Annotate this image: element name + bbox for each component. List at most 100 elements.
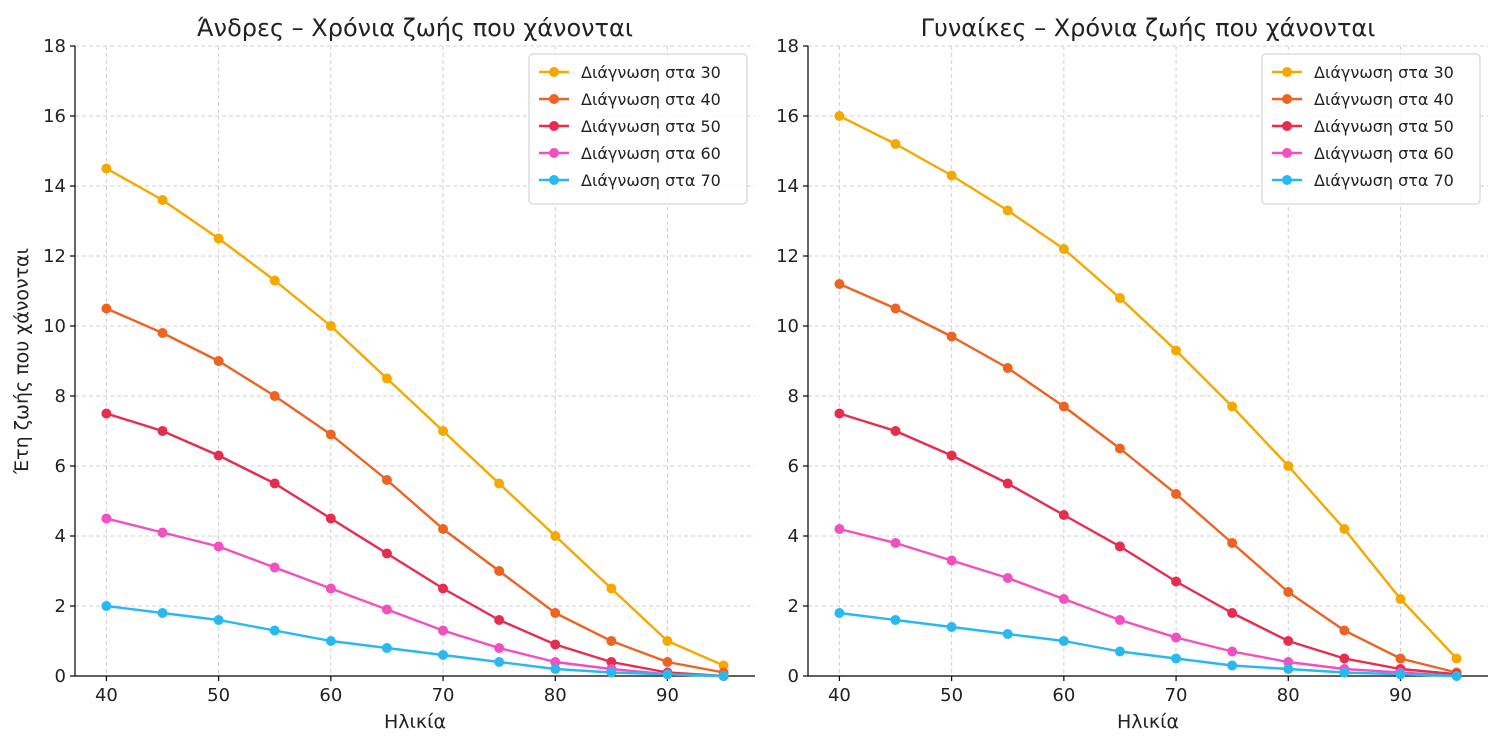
legend-entry-men-0: Διάγνωση στα 30 <box>539 63 721 82</box>
legend-label-women-2: Διάγνωση στα 50 <box>1314 117 1454 136</box>
legend-entry-women-3: Διάγνωση στα 60 <box>1272 144 1454 163</box>
legend-entry-women-4: Διάγνωση στα 70 <box>1272 171 1454 190</box>
data-point-men-4-85 <box>606 667 617 678</box>
y-tick-label-0: 0 <box>788 666 799 687</box>
series-line-women-3 <box>839 527 1457 678</box>
data-point-men-4-65 <box>381 643 392 653</box>
legend-label-women-4: Διάγνωση στα 70 <box>1314 171 1454 190</box>
data-point-men-1-50 <box>213 356 224 366</box>
legend-entry-men-1: Διάγνωση στα 40 <box>539 90 721 109</box>
data-point-women-4-80 <box>1283 664 1294 674</box>
x-tick-label-60: 60 <box>1052 685 1075 706</box>
data-point-men-0-45 <box>157 195 168 205</box>
y-tick-label-12: 12 <box>776 246 799 267</box>
x-axis-label-men: Ηλικία <box>384 711 446 733</box>
series-men-3 <box>101 513 729 681</box>
data-point-men-1-90 <box>662 657 673 667</box>
data-point-men-0-75 <box>494 478 505 489</box>
data-point-men-4-80 <box>550 664 561 674</box>
legend-swatch-marker-women-4 <box>1282 175 1292 185</box>
data-point-women-1-70 <box>1171 489 1182 499</box>
data-point-women-4-40 <box>834 608 845 618</box>
data-point-men-2-80 <box>550 639 561 650</box>
data-point-women-0-95 <box>1451 653 1462 664</box>
legend-swatch-marker-women-0 <box>1282 67 1292 77</box>
legend-entry-women-2: Διάγνωση στα 50 <box>1272 117 1454 136</box>
data-point-men-4-60 <box>325 636 336 646</box>
series-line-men-2 <box>106 412 724 678</box>
legend-swatch-marker-men-4 <box>549 175 559 185</box>
data-point-women-2-75 <box>1227 608 1238 618</box>
data-point-men-3-55 <box>269 562 280 573</box>
data-point-women-0-75 <box>1227 401 1238 412</box>
legend-swatch-marker-men-1 <box>549 94 559 104</box>
y-tick-label-10: 10 <box>43 316 66 337</box>
data-point-men-4-45 <box>157 608 168 618</box>
legend-women: Διάγνωση στα 30 Διάγνωση στα 40 Διάγνωση σ… <box>1261 53 1481 205</box>
data-point-women-0-70 <box>1171 345 1182 356</box>
data-point-women-4-45 <box>890 615 901 625</box>
x-axis-label-women: Ηλικία <box>1117 711 1179 733</box>
y-axis-label-men: Έτη ζωής που χάνονται <box>11 248 33 475</box>
data-point-men-0-40 <box>101 163 112 174</box>
data-point-women-1-75 <box>1227 538 1238 548</box>
series-line-women-1 <box>838 282 1457 674</box>
legend-swatch-marker-men-0 <box>549 67 559 77</box>
chart-title-men: Άνδρες – Χρόνια ζωής που χάνονται <box>197 14 633 42</box>
data-point-men-1-80 <box>550 608 561 618</box>
y-tick-label-4: 4 <box>55 526 66 547</box>
y-tick-label-2: 2 <box>55 596 66 617</box>
data-point-women-0-85 <box>1339 524 1350 534</box>
data-point-men-0-80 <box>550 531 561 541</box>
y-tick-label-8: 8 <box>788 386 799 407</box>
legend-entry-women-1: Διάγνωση στα 40 <box>1272 90 1454 109</box>
data-point-women-3-75 <box>1227 646 1238 657</box>
legend-entry-men-2: Διάγνωση στα 50 <box>539 117 721 136</box>
chart-panel-men: 40 50 60 70 80 90 0 2 4 6 8 10 12 14 16 18 Άνδρες – Χρόν… <box>11 14 755 733</box>
data-point-men-1-75 <box>494 566 505 576</box>
data-point-women-0-40 <box>834 111 845 121</box>
series-line-women-2 <box>839 412 1457 676</box>
data-point-women-2-85 <box>1339 653 1350 664</box>
series-women-2 <box>834 408 1462 680</box>
data-point-men-4-75 <box>494 657 505 667</box>
x-tick-label-40: 40 <box>95 685 118 706</box>
legend-label-men-4: Διάγνωση στα 70 <box>581 171 721 190</box>
legend-entry-women-0: Διάγνωση στα 30 <box>1272 63 1454 82</box>
data-point-women-2-50 <box>946 450 957 461</box>
data-point-men-0-65 <box>381 373 392 384</box>
series-line-men-4 <box>106 604 724 678</box>
x-tick-label-60: 60 <box>319 685 342 706</box>
data-point-men-1-70 <box>438 524 449 534</box>
data-point-women-1-65 <box>1114 443 1125 454</box>
data-point-women-0-55 <box>1002 205 1013 216</box>
data-point-men-1-45 <box>157 328 168 338</box>
y-tick-label-6: 6 <box>55 456 66 477</box>
data-point-men-2-60 <box>325 513 336 524</box>
data-point-men-2-50 <box>213 450 224 461</box>
data-point-women-3-50 <box>946 555 957 566</box>
data-point-men-3-75 <box>494 643 505 653</box>
data-point-women-2-60 <box>1058 510 1069 520</box>
data-point-women-4-65 <box>1114 646 1125 657</box>
data-point-men-1-40 <box>101 303 112 314</box>
y-tick-label-14: 14 <box>43 176 66 197</box>
y-tick-label-16: 16 <box>43 106 66 127</box>
gridlines <box>808 45 1488 677</box>
series-men-2 <box>101 408 729 681</box>
data-point-women-2-65 <box>1114 541 1125 552</box>
data-point-women-3-70 <box>1171 632 1182 643</box>
legend-label-men-1: Διάγνωση στα 40 <box>581 90 721 109</box>
y-tick-label-12: 12 <box>43 246 66 267</box>
chart-panel-women: 40 50 60 70 80 90 0 2 4 6 8 10 12 14 16 18 Γυναίκες – Χρ… <box>776 14 1488 733</box>
data-point-women-3-80 <box>1283 657 1294 667</box>
data-point-men-0-90 <box>662 636 673 646</box>
data-point-women-1-85 <box>1339 625 1350 636</box>
data-point-men-3-80 <box>550 657 561 667</box>
series-men-1 <box>101 303 729 678</box>
y-tick-label-18: 18 <box>776 36 799 57</box>
y-tick-label-2: 2 <box>788 596 799 617</box>
data-point-men-3-65 <box>381 604 392 615</box>
data-point-women-3-45 <box>890 538 901 548</box>
